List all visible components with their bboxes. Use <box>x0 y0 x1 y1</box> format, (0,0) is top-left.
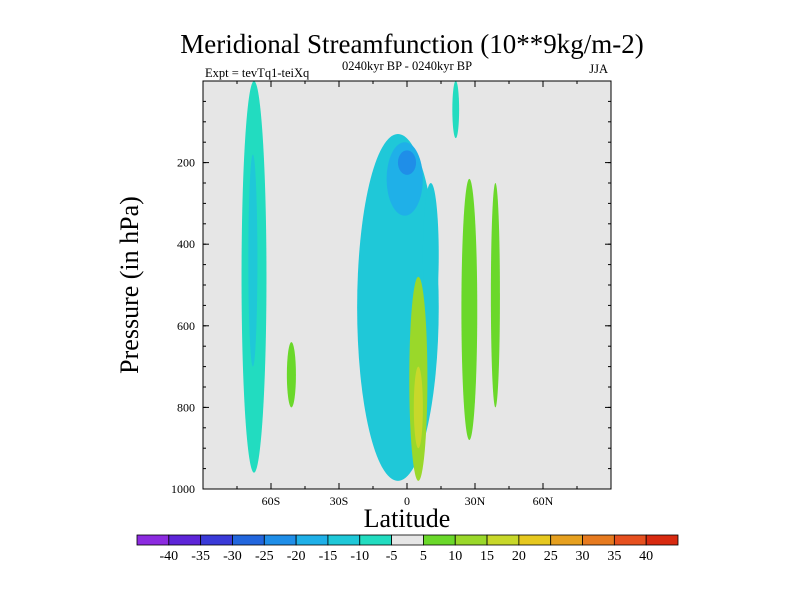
y-tick-label: 200 <box>177 156 195 170</box>
right-subtitle: JJA <box>589 62 608 76</box>
colorbar-label: -15 <box>319 549 338 564</box>
colorbar-box <box>391 534 424 546</box>
y-axis-label: Pressure (in hPa) <box>115 196 144 374</box>
colorbar-box <box>582 534 615 546</box>
colorbar-label: 5 <box>420 549 427 564</box>
colorbar-box <box>518 534 552 546</box>
colorbar-box <box>232 534 265 546</box>
colorbar-label: 35 <box>607 549 621 564</box>
colorbar-label: -30 <box>223 549 242 564</box>
colorbar-box <box>454 534 488 546</box>
contour-region-northern-upper-negative <box>452 81 460 139</box>
x-tick-label: 30S <box>330 494 349 508</box>
contour-region-tropical-descending-branch <box>422 183 439 326</box>
colorbar-label: 20 <box>512 549 526 564</box>
colorbar-label: 15 <box>480 549 494 564</box>
x-tick-label: 0 <box>404 494 410 508</box>
chart-title: Meridional Streamfunction (10**9kg/m-2) <box>180 29 643 59</box>
colorbar-box <box>136 534 170 546</box>
contour-region-southern-polar-core <box>248 154 258 367</box>
colorbar-label: -25 <box>255 549 274 564</box>
left-subtitle: Expt = tevTq1-teiXq <box>205 66 310 80</box>
colorbar-label: -40 <box>159 549 178 564</box>
colorbar: -40 -35 -30 -25 -20 -15 -10 -5 5 10 15 20 25 30 35 40 <box>136 534 679 564</box>
colorbar-box <box>423 534 456 546</box>
axis-ticks: 60S 30S 0 30N 60N 200 400 600 800 1000 <box>171 81 612 508</box>
contour-region-northern-midlat-cell <box>490 183 500 408</box>
y-tick-label: 800 <box>177 400 195 414</box>
colorbar-box <box>486 534 520 546</box>
y-tick-label: 1000 <box>171 482 195 496</box>
contour-region-tropical-lower-positive-core <box>413 366 423 449</box>
x-axis-label: Latitude <box>364 504 451 533</box>
contour-region-southern-midlat-cell <box>286 342 296 408</box>
x-tick-label: 30N <box>465 494 486 508</box>
colorbar-label: 25 <box>544 549 558 564</box>
colorbar-label: 30 <box>576 549 590 564</box>
colorbar-box <box>327 534 361 546</box>
contour-regions <box>241 81 500 481</box>
x-tick-label: 60N <box>533 494 554 508</box>
colorbar-box <box>263 534 297 546</box>
colorbar-label: 40 <box>639 549 653 564</box>
colorbar-label: -5 <box>386 549 398 564</box>
colorbar-box <box>550 534 583 546</box>
x-tick-label: 60S <box>262 494 281 508</box>
center-subtitle: 0240kyr BP - 0240kyr BP <box>342 59 472 73</box>
colorbar-box <box>295 534 329 546</box>
contour-region-northern-subtropical-cell <box>461 178 478 441</box>
colorbar-box <box>200 534 233 546</box>
colorbar-label: -10 <box>350 549 369 564</box>
colorbar-label: -35 <box>191 549 210 564</box>
colorbar-box <box>168 534 202 546</box>
colorbar-label: 10 <box>448 549 462 564</box>
colorbar-box <box>359 534 392 546</box>
colorbar-box <box>613 534 647 546</box>
colorbar-box <box>645 534 679 546</box>
colorbar-label: -20 <box>287 549 306 564</box>
contour-region-tropical-upper-max <box>397 150 417 175</box>
y-tick-label: 600 <box>177 319 195 333</box>
y-tick-label: 400 <box>177 237 195 251</box>
